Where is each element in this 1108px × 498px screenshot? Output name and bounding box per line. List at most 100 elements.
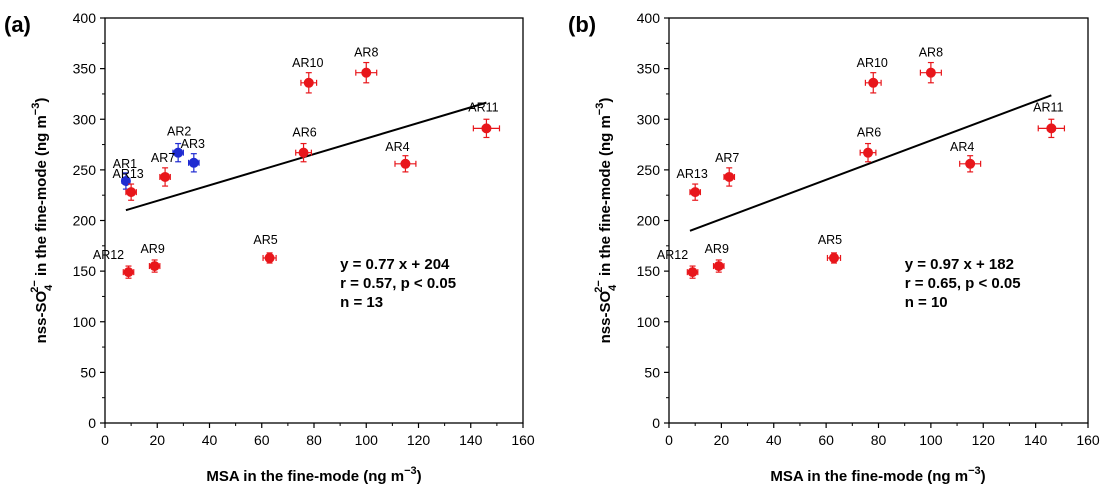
- panel-a-point-ar9: AR9: [140, 242, 165, 273]
- panel-a-label-ar10: AR10: [292, 56, 323, 70]
- panel-a-x-tick-label: 80: [306, 432, 322, 448]
- panel-a-marker-ar1: [120, 176, 131, 187]
- panel-a-x-tick-label: 40: [202, 432, 218, 448]
- panel-a-y-tick-label: 50: [80, 364, 96, 380]
- panel-a-y-tick-label: 300: [73, 111, 97, 127]
- panel-a-label-ar4: AR4: [385, 140, 409, 154]
- panel-b-y-axis-title: nss-SO42− in the fine-mode (ng m−3): [593, 98, 619, 344]
- panel-b-y-axis-title-sub: 4: [607, 284, 619, 291]
- panel-b-x-axis-title-main: MSA in the fine-mode (ng m: [770, 468, 968, 485]
- panel-b-marker-ar10: [868, 77, 879, 88]
- panel-a-marker-ar6: [298, 147, 309, 158]
- panel-b-y-tick-label: 100: [637, 314, 661, 330]
- panel-a-y-tick-label: 150: [73, 263, 97, 279]
- panel-b-x-tick-label: 140: [1024, 432, 1048, 448]
- panel-a-x-axis-title-main: MSA in the fine-mode (ng m: [206, 468, 404, 485]
- panel-a-y-tick-label: 200: [73, 213, 97, 229]
- panel-b-point-ar13: AR13: [677, 167, 708, 201]
- panel-a-stats-line-2: r = 0.57, p < 0.05: [340, 275, 456, 292]
- panel-b-x-tick-label: 20: [714, 432, 730, 448]
- panel-a-x-tick-label: 100: [355, 432, 379, 448]
- panel-a-point-ar13: AR13: [112, 167, 144, 201]
- panel-a-x-tick-label: 140: [459, 432, 483, 448]
- panel-a-y-tick-label: 400: [73, 10, 97, 26]
- panel-b-x-tick-label: 120: [972, 432, 996, 448]
- panel-a-label-ar3: AR3: [181, 137, 205, 151]
- panel-a-point-ar11: AR11: [468, 100, 501, 139]
- panel-a-point-ar10: AR10: [292, 56, 323, 94]
- panel-b-marker-ar7: [724, 171, 735, 182]
- panel-b-point-ar6: AR6: [857, 126, 881, 163]
- panel-b-point-ar11: AR11: [1033, 100, 1066, 139]
- panel-a-y-tick-label: 350: [73, 61, 97, 77]
- panel-a-marker-ar5: [264, 252, 275, 263]
- panel-a-y-axis-title-sub: 4: [43, 284, 55, 291]
- panel-a-marker-ar3: [188, 157, 199, 168]
- panel-a-plot-frame: [104, 17, 524, 424]
- panel-b-point-ar7: AR7: [715, 151, 739, 187]
- panel-a-y-tick-label: 0: [88, 415, 96, 431]
- panel-a-x-axis-title: MSA in the fine-mode (ng m−3): [206, 465, 421, 485]
- panel-b-label-ar9: AR9: [705, 242, 729, 256]
- panel-b-label-ar12: AR12: [657, 248, 688, 262]
- panel-b-y-axis-title-exp: −3: [594, 103, 606, 116]
- panel-b-point-ar9: AR9: [705, 242, 729, 273]
- panel-a-marker-ar8: [361, 67, 372, 78]
- panel-b-regression-line: [689, 94, 1052, 232]
- panel-a-letter: (a): [4, 12, 31, 37]
- panel-b-y-tick-label: 50: [644, 364, 660, 380]
- panel-b-stats-line-3: n = 10: [905, 294, 948, 311]
- panel-a-label-ar9: AR9: [140, 242, 164, 256]
- panel-a-label-ar8: AR8: [354, 46, 378, 60]
- panel-a-x-tick-label: 0: [101, 432, 109, 448]
- panel-a-label-ar12: AR12: [93, 248, 124, 262]
- panel-a-point-ar3: AR3: [181, 137, 205, 173]
- panel-a-marker-ar11: [481, 123, 492, 134]
- panel-b-label-ar4: AR4: [950, 140, 974, 154]
- panel-a-label-ar2: AR2: [167, 125, 191, 139]
- panel-b-y-tick-label: 200: [637, 213, 661, 229]
- panel-b-y-axis-title-a: nss-SO: [597, 291, 614, 344]
- panel-b-x-axis-title: MSA in the fine-mode (ng m−3): [770, 465, 985, 485]
- panel-a-marker-ar2: [173, 147, 184, 158]
- panel-b-label-ar7: AR7: [715, 151, 739, 165]
- panel-a-stats-line-1: y = 0.77 x + 204: [340, 256, 450, 273]
- panel-b-marker-ar13: [690, 187, 701, 198]
- panel-a-label-ar11: AR11: [468, 100, 498, 114]
- panel-b-letter: (b): [568, 12, 596, 37]
- panel-b-point-ar12: AR12: [657, 248, 699, 279]
- panel-a-label-ar7: AR7: [151, 151, 175, 165]
- panel-b-x-tick-label: 60: [818, 432, 834, 448]
- panel-b-y-axis-title-b: in the fine-mode (ng m: [597, 115, 614, 280]
- panel-a-marker-ar7: [160, 171, 171, 182]
- panel-b-x-tick-label: 0: [665, 432, 673, 448]
- panel-a-point-ar7: AR7: [151, 151, 175, 187]
- panel-b-label-ar10: AR10: [857, 56, 888, 70]
- panel-a-y-axis-title: nss-SO42− in the fine-mode (ng m−3): [29, 98, 55, 344]
- panel-b-label-ar13: AR13: [677, 167, 708, 181]
- panel-a-y-axis-title-b: in the fine-mode (ng m: [33, 115, 50, 280]
- panel-a-point-ar1: AR1: [113, 157, 137, 190]
- panel-a-y-tick-label: 100: [73, 314, 97, 330]
- panel-a: (a) 0 20 40 60 80 100 120 140 160 0 50 100 150 200 250 3…: [4, 10, 535, 485]
- panel-b-marker-ar9: [713, 261, 724, 272]
- panel-b-y-tick-label: 0: [652, 415, 660, 431]
- panel-b-marker-ar12: [687, 267, 698, 278]
- panel-b-x-tick-label: 40: [766, 432, 782, 448]
- panel-b: (b) 0 20 40 60 80 100 120 140 160 0 50 100 150 200 250 3…: [568, 10, 1100, 485]
- panel-a-marker-ar10: [303, 77, 314, 88]
- panel-b-x-axis-title-close: ): [981, 468, 986, 485]
- panel-b-stats-line-2: r = 0.65, p < 0.05: [905, 275, 1021, 292]
- panel-b-y-tick-label: 250: [637, 162, 661, 178]
- panel-a-point-ar6: AR6: [292, 126, 317, 163]
- panel-a-x-tick-label: 60: [254, 432, 270, 448]
- panel-b-marker-ar5: [828, 252, 839, 263]
- panel-b-y-axis-title-sup: 2−: [593, 280, 605, 293]
- panel-a-point-ar4: AR4: [385, 140, 417, 173]
- panel-a-stats-line-3: n = 13: [340, 294, 383, 311]
- panel-a-marker-ar13: [126, 187, 137, 198]
- panel-a-x-tick-label: 20: [149, 432, 165, 448]
- panel-b-point-ar8: AR8: [919, 46, 943, 84]
- panel-a-y-axis-title-exp: −3: [30, 103, 42, 116]
